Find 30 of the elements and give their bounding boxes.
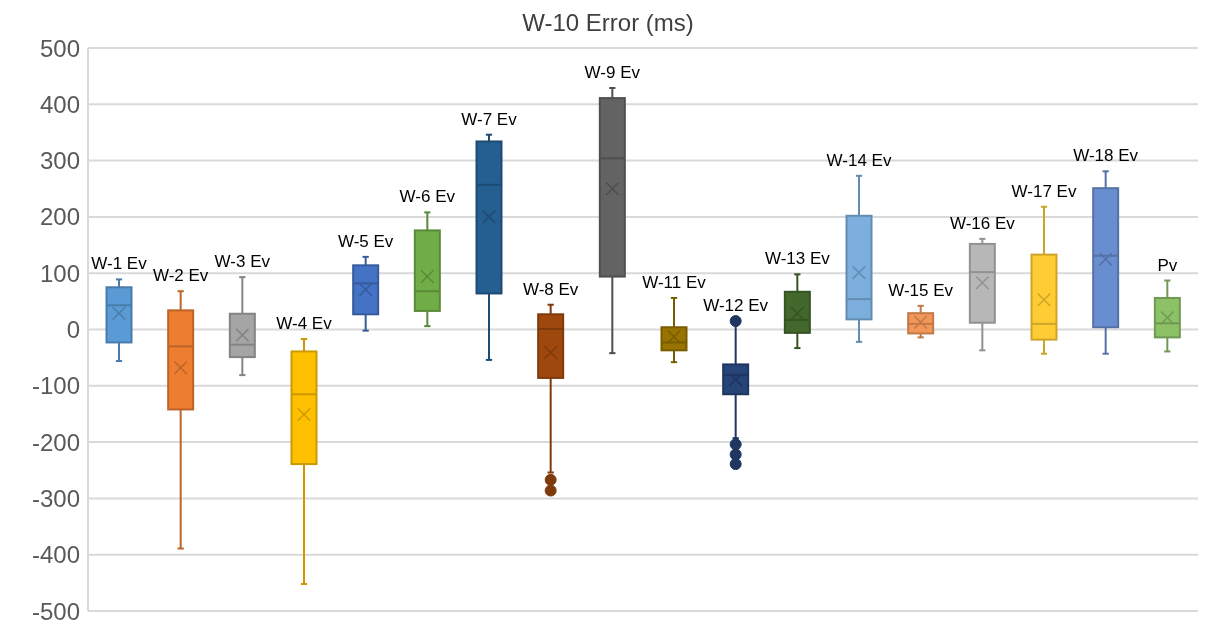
y-tick-label: -200 xyxy=(31,428,80,456)
y-tick-label: 500 xyxy=(39,34,80,62)
x-tick-label: W-16 Ev xyxy=(949,213,1016,233)
y-tick-label: 200 xyxy=(39,203,80,231)
x-tick-label: W-15 Ev xyxy=(888,280,954,300)
y-tick-label: -400 xyxy=(31,541,80,569)
chart-title: W-10 Error (ms) xyxy=(522,9,694,36)
x-tick-label: Pv xyxy=(1157,255,1178,275)
y-tick-label: 0 xyxy=(66,316,80,344)
x-tick-label: W-5 Ev xyxy=(337,231,394,251)
x-tick-label: W-12 Ev xyxy=(703,296,769,316)
y-tick-label: 400 xyxy=(39,90,80,118)
x-tick-label: W-1 Ev xyxy=(91,254,148,274)
x-tick-label: W-17 Ev xyxy=(1011,181,1077,201)
y-tick-label: -500 xyxy=(31,597,80,625)
x-tick-label: W-18 Ev xyxy=(1073,146,1139,166)
x-tick-label: W-2 Ev xyxy=(152,266,209,286)
x-tick-label: W-8 Ev xyxy=(522,279,579,299)
y-tick-label: -100 xyxy=(31,372,80,400)
x-tick-label: W-3 Ev xyxy=(214,252,271,272)
y-tick-label: 300 xyxy=(39,147,80,175)
x-tick-label: W-13 Ev xyxy=(764,249,831,269)
x-tick-label: W-14 Ev xyxy=(826,150,892,170)
x-tick-label: W-9 Ev xyxy=(584,62,641,82)
y-tick-label: -300 xyxy=(31,484,80,512)
x-tick-label: W-6 Ev xyxy=(399,187,456,207)
x-tick-label: W-4 Ev xyxy=(276,314,333,334)
y-tick-label: 100 xyxy=(39,259,80,287)
x-tick-label: W-7 Ev xyxy=(461,109,518,129)
x-tick-label: W-11 Ev xyxy=(642,272,707,292)
